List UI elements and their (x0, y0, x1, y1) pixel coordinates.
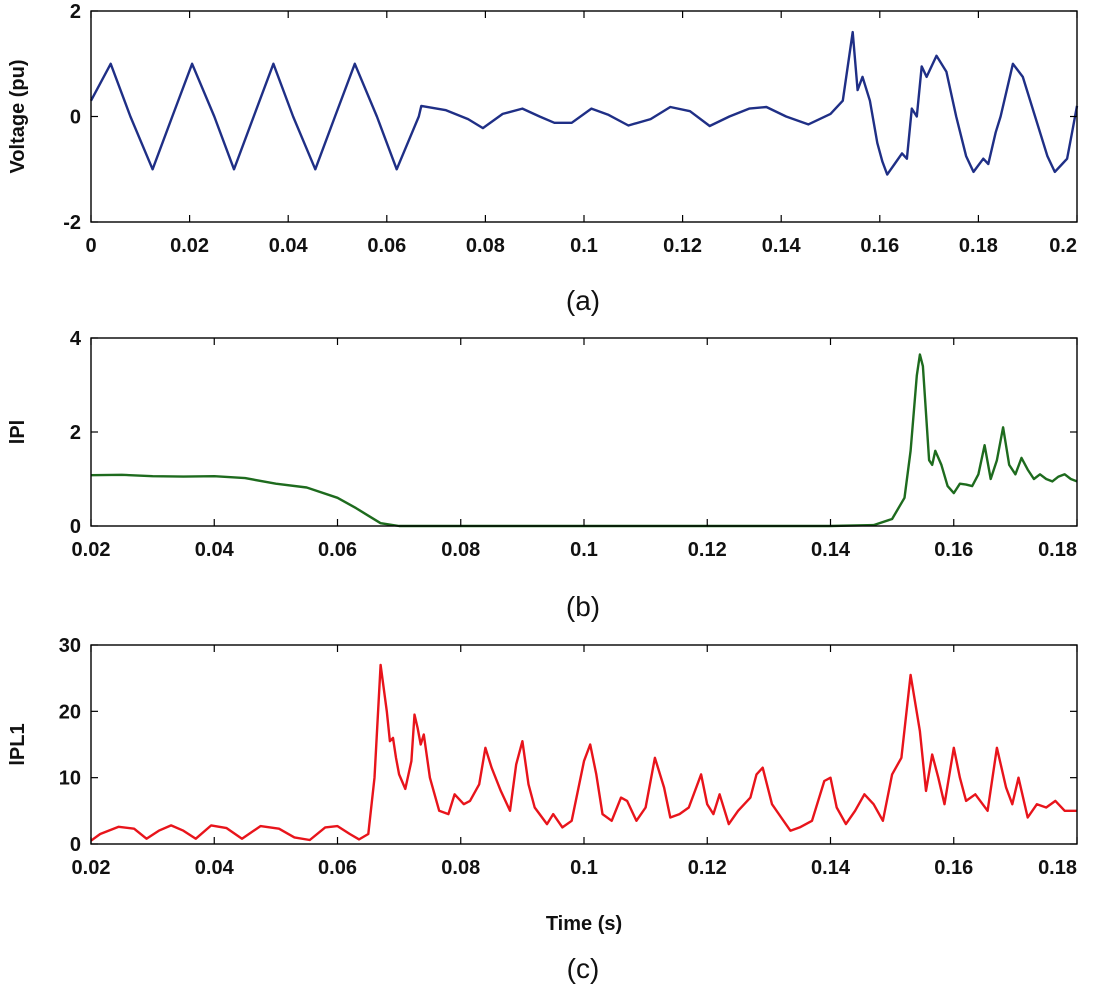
x-tick-label: 0.08 (466, 235, 505, 257)
y-tick-label: 0 (70, 834, 81, 856)
x-tick-label: 0.04 (269, 235, 309, 257)
panel-c: 0.02 0.04 0.06 0.08 0.1 0.12 0.14 0.16 0.18 0 10 20… (7, 635, 1078, 984)
x-tick-label: 0.14 (762, 235, 802, 257)
x-axis-label: Time (s) (546, 913, 622, 935)
y-tick-label: 0 (70, 107, 81, 129)
y-tick-label: 2 (70, 422, 81, 444)
panel-caption: (c) (567, 953, 600, 984)
x-tick-label: 0.04 (195, 539, 235, 561)
x-tick-label: 0.02 (170, 235, 209, 257)
series-line-1 (89, 30, 1079, 176)
plot-frame (90, 10, 1078, 223)
y-tick-label: 10 (59, 768, 81, 790)
x-tick-label: 0.06 (318, 857, 357, 879)
y-tick-label: 0 (70, 516, 81, 538)
x-tick-label: 0.12 (688, 857, 727, 879)
x-tick-label: 0.12 (663, 235, 702, 257)
x-tick-label: 0.14 (811, 857, 851, 879)
plot-frame (90, 644, 1078, 845)
y-axis-label: Voltage (pu) (7, 59, 29, 173)
panel-a: 0 0.02 0.04 0.06 0.08 0.1 0.12 0.14 0.16 0.18 0.2 -… (7, 1, 1079, 316)
plot-frame (90, 337, 1078, 527)
y-tick-label: 30 (59, 635, 81, 657)
x-tick-label: 0.14 (811, 539, 851, 561)
panel-b: 0.02 0.04 0.06 0.08 0.1 0.12 0.14 0.16 0.18 0 2 4 lP… (7, 328, 1078, 622)
x-tick-label: 0.18 (1038, 539, 1077, 561)
panel-caption: (a) (566, 285, 600, 316)
y-tick-label: -2 (63, 212, 81, 234)
x-tick-label: 0.02 (72, 539, 111, 561)
series-line-2 (90, 353, 1078, 528)
y-tick-label: 4 (70, 328, 82, 350)
x-tick-label: 0.16 (860, 235, 899, 257)
x-tick-label: 0 (85, 235, 96, 257)
x-tick-label: 0.02 (72, 857, 111, 879)
x-tick-label: 0.18 (959, 235, 998, 257)
y-axis-label: lPl (7, 420, 29, 444)
x-tick-label: 0.06 (318, 539, 357, 561)
y-axis-label: lPL1 (7, 723, 29, 765)
panel-caption: (b) (566, 591, 600, 622)
x-tick-label: 0.04 (195, 857, 235, 879)
y-tick-label: 2 (70, 1, 81, 23)
x-tick-label: 0.16 (934, 539, 973, 561)
x-tick-label: 0.06 (367, 235, 406, 257)
y-tick-label: 20 (59, 701, 81, 723)
x-tick-label: 0.12 (688, 539, 727, 561)
x-tick-label: 0.2 (1049, 235, 1077, 257)
x-tick-label: 0.1 (570, 539, 598, 561)
x-tick-label: 0.08 (441, 539, 480, 561)
series-line-3 (90, 663, 1077, 842)
x-tick-label: 0.16 (934, 857, 973, 879)
x-tick-label: 0.08 (441, 857, 480, 879)
x-tick-label: 0.18 (1038, 857, 1077, 879)
x-tick-label: 0.1 (570, 857, 598, 879)
x-tick-label: 0.1 (570, 235, 598, 257)
